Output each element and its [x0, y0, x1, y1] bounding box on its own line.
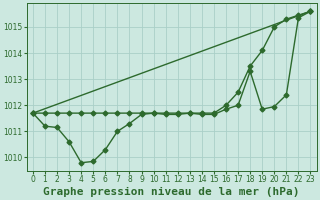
X-axis label: Graphe pression niveau de la mer (hPa): Graphe pression niveau de la mer (hPa): [44, 186, 300, 197]
